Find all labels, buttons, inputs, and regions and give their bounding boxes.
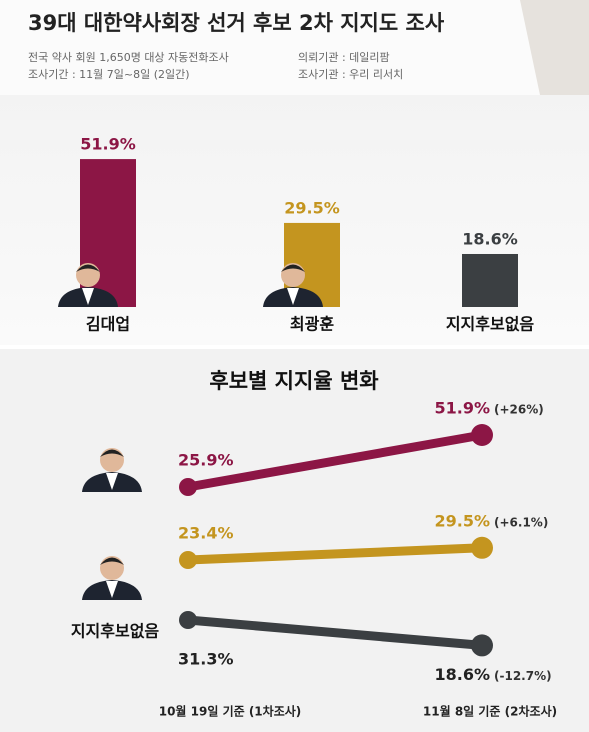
value-label: 29.5%: [284, 198, 340, 217]
photo-shirt: [106, 581, 118, 598]
series-line: [187, 430, 483, 492]
x-label: 10월 19일 기준 (1차조사): [159, 704, 302, 719]
photo-hair: [281, 264, 305, 272]
divider: [0, 345, 589, 349]
annotation: (+6.1%): [494, 515, 548, 529]
point: [471, 536, 493, 559]
line-title: 후보별 지지율 변화: [209, 369, 379, 393]
photo-shirt: [106, 473, 118, 490]
value-label: 18.6%: [462, 229, 518, 248]
x-label: 11월 8일 기준 (2차조사): [423, 704, 557, 719]
bar: [462, 253, 518, 307]
point: [471, 634, 493, 657]
series-line: [187, 615, 483, 650]
info: 조사기관 : 우리 리서치: [298, 68, 403, 81]
point: [179, 611, 197, 629]
point: [471, 424, 493, 446]
photo-hair: [100, 557, 124, 565]
header-photo: [520, 0, 589, 95]
line-bg: [0, 349, 589, 732]
category-label: 지지후보없음: [446, 315, 535, 334]
info: 의뢰기관 : 데일리팜: [298, 50, 390, 64]
point: [179, 551, 197, 569]
value-label: 25.9%: [178, 451, 234, 470]
category-label: 김대업: [86, 315, 130, 334]
info: 전국 약사 회원 1,650명 대상 자동전화조사: [28, 50, 229, 64]
point: [179, 478, 197, 496]
series-name: 지지후보없음: [71, 622, 160, 641]
photo-shirt: [287, 288, 299, 305]
annotation: (-12.7%): [494, 669, 552, 683]
photo-hair: [76, 264, 100, 272]
value-label: 51.9%: [80, 135, 136, 154]
header-bg: [0, 0, 589, 95]
value-label: 51.9%: [434, 399, 490, 418]
value-label: 23.4%: [178, 524, 234, 543]
series-line: [187, 543, 483, 565]
title: 39대 대한약사회장 선거 후보 2차 지지도 조사: [28, 11, 445, 35]
category-label: 최광훈: [290, 315, 334, 334]
photo-shirt: [82, 288, 94, 305]
info: 조사기간 : 11월 7일~8일 (2일간): [28, 67, 190, 81]
photo-hair: [100, 449, 124, 457]
annotation: (+26%): [494, 403, 544, 417]
value-label: 31.3%: [178, 650, 234, 669]
value-label: 29.5%: [434, 511, 490, 530]
value-label: 18.6%: [434, 665, 490, 684]
